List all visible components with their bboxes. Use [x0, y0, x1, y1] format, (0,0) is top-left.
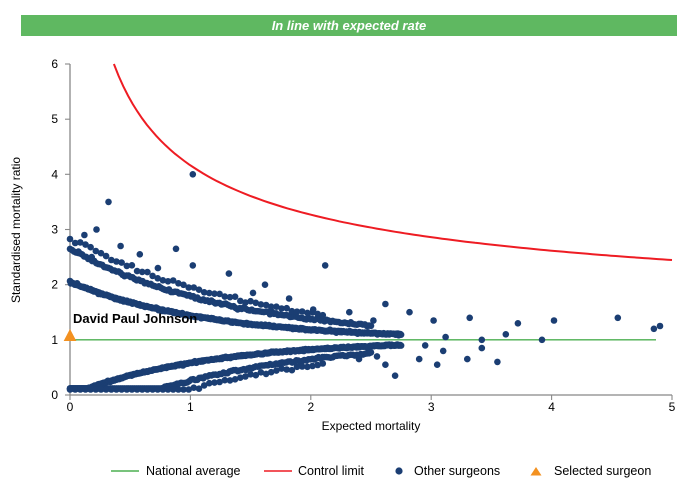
svg-text:Selected surgeon: Selected surgeon	[554, 464, 651, 478]
svg-text:Other surgeons: Other surgeons	[414, 464, 500, 478]
svg-text:3: 3	[428, 400, 435, 414]
svg-text:1: 1	[187, 400, 194, 414]
svg-text:1: 1	[51, 333, 58, 347]
svg-text:2: 2	[307, 400, 314, 414]
svg-text:Control limit: Control limit	[298, 464, 365, 478]
svg-text:5: 5	[669, 400, 676, 414]
svg-text:Standardised mortality ratio: Standardised mortality ratio	[9, 157, 23, 303]
svg-text:0: 0	[67, 400, 74, 414]
svg-text:0: 0	[51, 388, 58, 402]
svg-text:4: 4	[51, 167, 58, 181]
svg-text:6: 6	[51, 57, 58, 71]
svg-text:2: 2	[51, 278, 58, 292]
svg-text:Expected mortality: Expected mortality	[322, 419, 421, 433]
svg-text:4: 4	[548, 400, 555, 414]
svg-text:5: 5	[51, 112, 58, 126]
svg-text:David Paul Johnson: David Paul Johnson	[73, 311, 197, 326]
svg-text:3: 3	[51, 223, 58, 237]
svg-text:National average: National average	[146, 464, 241, 478]
